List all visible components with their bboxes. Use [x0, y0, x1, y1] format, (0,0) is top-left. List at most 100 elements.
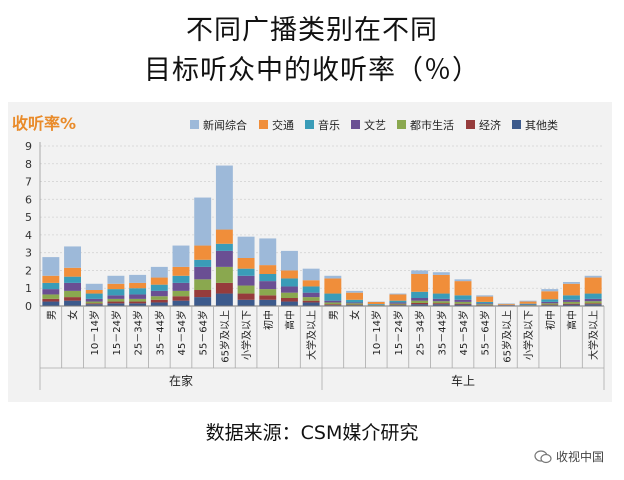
bar-segment: [519, 303, 537, 305]
x-tick-label: 15－24岁: [110, 310, 123, 355]
bar-segment: [563, 299, 580, 302]
watermark: 收视中国: [534, 448, 604, 465]
bar-segment: [302, 268, 320, 281]
x-tick-label: 女: [67, 310, 80, 320]
bar-segment: [584, 301, 602, 304]
bar-segment: [172, 266, 190, 276]
title-line-1: 不同广播类别在不同: [186, 15, 438, 46]
bar-segment: [324, 275, 342, 279]
bar-segment: [42, 298, 60, 302]
bar-segment: [215, 243, 233, 251]
bar-segment: [107, 283, 125, 290]
bar-segment: [259, 295, 277, 300]
legend-label: 其他类: [525, 118, 558, 132]
bar-segment: [324, 278, 342, 294]
legend-swatch: [259, 120, 268, 129]
legend-swatch: [397, 120, 406, 129]
x-tick-label: 初中: [262, 310, 275, 330]
bar-segment: [346, 292, 363, 300]
bar-segment: [302, 280, 320, 287]
bar-segment: [584, 298, 602, 302]
bar-segment: [259, 238, 277, 266]
bar-segment: [215, 282, 233, 294]
bar-segment: [432, 301, 450, 304]
bar-segment: [85, 290, 103, 294]
legend-label: 新闻综合: [203, 118, 247, 132]
bar-segment: [476, 296, 494, 302]
bar-segment: [497, 303, 515, 304]
bar-segment: [346, 304, 363, 306]
bar-segment: [563, 295, 580, 300]
bar-segment: [302, 297, 320, 301]
bar-segment: [259, 289, 277, 296]
legend-label: 交通: [272, 118, 294, 132]
bar-segment: [259, 281, 277, 290]
bar-segment: [389, 302, 407, 304]
bar-segment: [454, 299, 472, 302]
bar-segment: [237, 258, 255, 269]
bar-segment: [85, 298, 103, 302]
legend-label: 音乐: [318, 118, 340, 132]
bar-segment: [42, 294, 60, 299]
legend-swatch: [466, 120, 475, 129]
bar-segment: [107, 298, 125, 302]
bar-segment: [519, 304, 537, 306]
bar-segment: [42, 257, 60, 276]
bar-segment: [215, 250, 233, 267]
bar-segment: [259, 265, 277, 274]
bar-segment: [64, 282, 81, 291]
bar-segment: [476, 304, 494, 306]
x-tick-label: 高中: [565, 310, 578, 330]
x-tick-label: 男: [328, 310, 340, 320]
x-tick-label: 35－44岁: [153, 310, 166, 355]
bar-segment: [129, 301, 147, 304]
bar-segment: [541, 303, 559, 305]
x-tick-label: 35－44岁: [435, 310, 448, 355]
bar-segment: [281, 250, 298, 271]
bar-segment: [541, 299, 559, 302]
wechat-icon: [534, 449, 552, 463]
bar-segment: [519, 300, 537, 302]
bar-segment: [324, 300, 342, 303]
bar-segment: [194, 245, 212, 260]
bar-segment: [172, 245, 190, 267]
stacked-bar-chart: 收听率%0123456789男女 10－14岁 15－24岁 25－34岁 35－44岁…: [12, 114, 605, 390]
bar-segment: [563, 283, 580, 296]
y-tick-label: 8: [25, 158, 32, 171]
bar-segment: [107, 275, 125, 284]
bar-segment: [172, 290, 190, 297]
bar-segment: [389, 293, 407, 295]
x-tick-label: 10－14岁: [88, 310, 101, 355]
bar-segment: [454, 301, 472, 304]
bar-segment: [64, 276, 81, 283]
bar-segment: [346, 290, 363, 293]
bar-segment: [85, 283, 103, 290]
y-tick-label: 0: [25, 300, 32, 313]
bar-segment: [129, 298, 147, 302]
bar-segment: [389, 304, 407, 306]
bar-segment: [259, 274, 277, 282]
bar-segment: [172, 300, 190, 306]
bar-segment: [584, 275, 602, 278]
bar-segment: [563, 304, 580, 306]
bar-segment: [411, 304, 429, 306]
bar-segment: [172, 282, 190, 291]
bar-segment: [281, 298, 298, 302]
bar-segment: [476, 301, 494, 304]
y-tick-label: 6: [25, 193, 32, 206]
bar-segment: [476, 303, 494, 305]
bar-segment: [563, 303, 580, 305]
x-tick-label: 小学及以下: [240, 310, 253, 360]
bar-segment: [194, 259, 212, 267]
bar-segment: [150, 299, 168, 303]
bar-segment: [411, 302, 429, 305]
x-tick-label: 初中: [544, 310, 557, 330]
bar-segment: [64, 300, 81, 306]
bar-segment: [432, 298, 450, 302]
bar-segment: [281, 270, 298, 279]
legend-swatch: [351, 120, 360, 129]
bar-segment: [432, 293, 450, 299]
bar-segment: [194, 290, 212, 298]
x-tick-label: 55－64岁: [197, 310, 210, 355]
y-tick-label: 7: [25, 176, 32, 189]
